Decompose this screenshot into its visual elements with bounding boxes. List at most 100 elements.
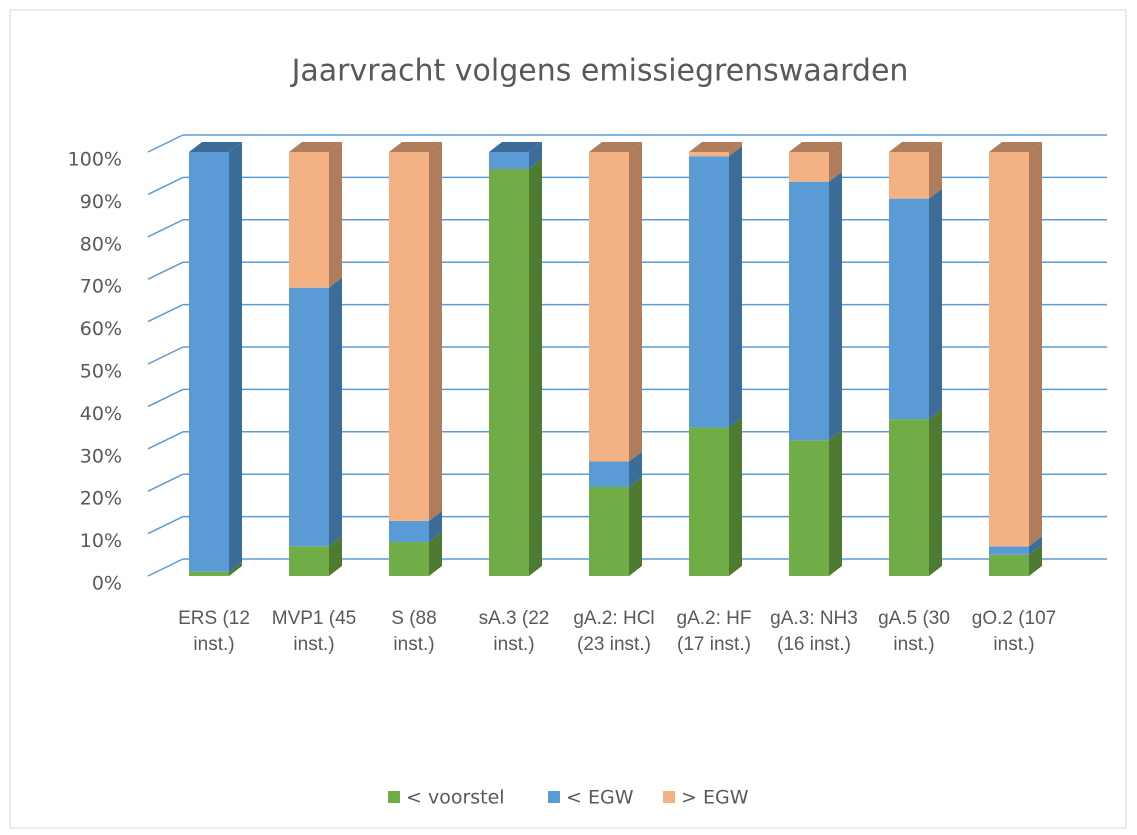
bar-segment: [589, 461, 629, 487]
bar-segment: [189, 152, 229, 572]
bar-top: [189, 142, 242, 152]
grid-line-side: [147, 558, 184, 577]
bar-side: [1029, 142, 1042, 547]
bar-side: [429, 532, 442, 576]
x-tick-label: gO.2 (107 inst.): [971, 608, 1057, 655]
bar-side: [729, 417, 742, 576]
y-tick-label: 70%: [80, 276, 122, 298]
bar-segment: [989, 152, 1029, 547]
bar-segment: [889, 152, 929, 199]
bar-side: [229, 561, 242, 576]
bar-side: [229, 142, 242, 572]
y-tick-label: 90%: [80, 191, 122, 213]
bar-segment: [289, 152, 329, 288]
bar-side: [829, 430, 842, 576]
grid-line-side: [147, 431, 184, 450]
y-tick-label: 30%: [80, 445, 122, 467]
bar-segment: [789, 152, 829, 182]
legend-label: < voorstel: [406, 787, 505, 809]
y-tick-label: 20%: [80, 488, 122, 510]
legend-swatch: [548, 791, 560, 803]
bar-side: [829, 142, 842, 182]
bar-segment: [489, 152, 529, 169]
bar-side: [829, 171, 842, 441]
bar-segment: [589, 152, 629, 462]
bar-top: [689, 142, 742, 152]
bar-side: [729, 146, 742, 428]
bar-side: [1029, 544, 1042, 576]
bar-side: [529, 142, 542, 169]
legend-swatch: [388, 791, 400, 803]
bar-top: [789, 142, 842, 152]
x-tick-label: gA.2: HCl (23 inst.): [573, 608, 655, 655]
bar-side: [1029, 536, 1042, 555]
x-tick-label: gA.2: HF (17 inst.): [676, 608, 752, 655]
bar-side: [629, 476, 642, 576]
bar-segment: [589, 486, 629, 576]
bar-top: [989, 142, 1042, 152]
bar-side: [929, 142, 942, 199]
bar-side: [929, 409, 942, 576]
bar-side: [629, 451, 642, 487]
bar-segment: [389, 152, 429, 521]
bar-segment: [689, 152, 729, 157]
bar-segment: [989, 546, 1029, 555]
bar-segment: [889, 419, 929, 576]
bar-top: [289, 142, 342, 152]
y-tick-label: 100%: [68, 149, 122, 171]
x-tick-label: ERS (12 inst.): [178, 608, 250, 655]
y-tick-label: 10%: [80, 530, 122, 552]
bar-side: [529, 158, 542, 576]
bar-segment: [889, 198, 929, 420]
bar-segment: [689, 427, 729, 576]
grid-line-side: [147, 303, 184, 323]
bar-segment: [789, 440, 829, 576]
grid-line-side: [147, 346, 184, 365]
x-tick-label: gA.5 (30 inst.): [878, 608, 950, 655]
y-tick-label: 60%: [80, 318, 122, 340]
y-tick-label: 0%: [92, 573, 122, 595]
bar-top: [889, 142, 942, 152]
x-tick-label: gA.3: NH3 (16 inst.): [770, 608, 858, 655]
bar-side: [429, 510, 442, 543]
legend-label: < EGW: [566, 787, 634, 809]
bar-top: [589, 142, 642, 152]
bar-top: [489, 142, 542, 152]
grid-line-side: [147, 388, 184, 408]
bar-top: [389, 142, 442, 152]
bar-segment: [489, 168, 529, 576]
legend-label: > EGW: [681, 787, 749, 809]
legend-swatch: [663, 791, 675, 803]
grid-line-side: [147, 261, 184, 280]
bar-segment: [989, 554, 1029, 576]
grid-line-side: [147, 134, 184, 153]
bar-segment: [689, 156, 729, 428]
chart-title: Jaarvracht volgens emissiegrenswaarden: [290, 54, 909, 89]
bar-segment: [289, 546, 329, 576]
bar-side: [329, 142, 342, 288]
grid-line-side: [147, 515, 184, 535]
x-tick-label: MVP1 (45 inst.): [271, 608, 357, 655]
chart-border: [9, 9, 1127, 829]
grid-line-side: [147, 219, 184, 238]
y-tick-label: 40%: [80, 403, 122, 425]
bar-side: [729, 142, 742, 157]
bar-segment: [189, 571, 229, 576]
bar-segment: [389, 520, 429, 543]
bar-side: [329, 277, 342, 547]
bar-side: [629, 142, 642, 462]
bar-side: [429, 142, 442, 521]
bar-segment: [789, 181, 829, 441]
grid-line-side: [147, 176, 184, 196]
x-tick-label: sA.3 (22 inst.): [478, 608, 550, 655]
grid-line-side: [147, 473, 184, 492]
bar-side: [929, 188, 942, 420]
y-tick-label: 80%: [80, 233, 122, 255]
x-tick-label: S (88 inst.): [391, 608, 437, 655]
y-tick-label: 50%: [80, 361, 122, 383]
bar-segment: [289, 287, 329, 547]
bar-side: [329, 536, 342, 576]
bar-segment: [389, 542, 429, 576]
